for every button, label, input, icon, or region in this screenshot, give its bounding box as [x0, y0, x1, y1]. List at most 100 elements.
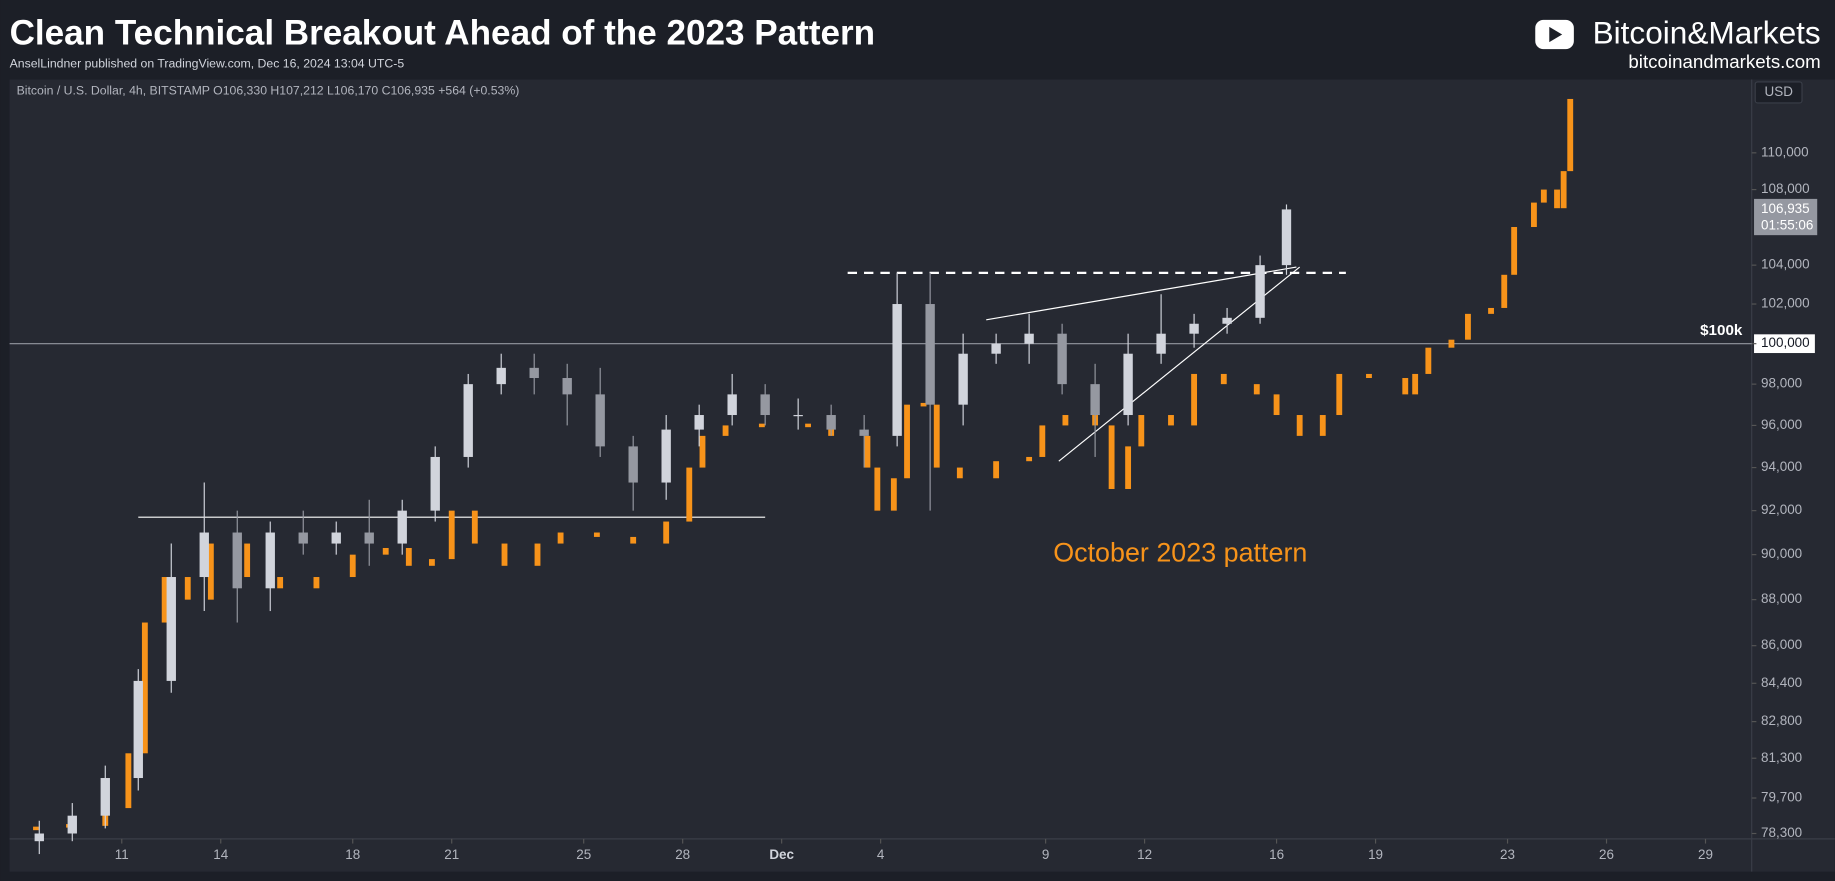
- candle-body: [1057, 333, 1067, 385]
- overlay-bar: [686, 467, 693, 522]
- overlay-bar: [1366, 373, 1372, 379]
- candle-body: [1090, 384, 1100, 416]
- overlay-bar: [428, 559, 435, 566]
- candle-body: [34, 833, 44, 842]
- overlay-bar: [1465, 313, 1471, 340]
- x-tick-label: 29: [1698, 847, 1713, 862]
- overlay-bar: [405, 547, 412, 566]
- x-tick-label: 21: [444, 847, 459, 862]
- x-tick-label: 23: [1500, 847, 1515, 862]
- y-tick-label: 102,000: [1761, 296, 1810, 311]
- site: bitcoinandmarkets.com: [1628, 51, 1820, 72]
- y-tick-label: 104,000: [1761, 257, 1810, 272]
- overlay-bar: [448, 510, 455, 560]
- overlay-bar: [758, 423, 765, 428]
- candle-body: [397, 510, 407, 544]
- y-tick-label: 81,300: [1761, 750, 1802, 765]
- overlay-bar: [1026, 456, 1033, 462]
- y-tick-label: 92,000: [1761, 502, 1802, 517]
- brand-icon-play: [1549, 26, 1563, 43]
- candle-body: [529, 367, 539, 379]
- overlay-bar: [1531, 202, 1537, 228]
- overlay-bar: [1062, 415, 1069, 426]
- y-tick-highlight: [1754, 334, 1815, 354]
- candle-body: [1123, 353, 1133, 416]
- trend-line: [986, 266, 1297, 321]
- overlay-bar: [993, 461, 1000, 479]
- overlay-bar: [471, 510, 478, 544]
- candle-body: [298, 532, 308, 544]
- overlay-bar: [1168, 415, 1174, 426]
- overlay-bar: [1191, 373, 1198, 426]
- overlay-bar: [920, 402, 927, 407]
- symbol-info: Bitcoin / U.S. Dollar, 4h, BITSTAMP O106…: [17, 84, 520, 98]
- x-tick-label: 28: [675, 847, 690, 862]
- candle-body: [430, 456, 440, 511]
- overlay-label: October 2023 pattern: [1053, 538, 1307, 568]
- candle-body: [760, 394, 770, 416]
- candle-body: [826, 415, 836, 430]
- overlay-bar: [1253, 384, 1260, 395]
- overlay-bar: [864, 435, 871, 468]
- candle-body: [727, 394, 737, 416]
- candle-body: [199, 532, 209, 578]
- candle-body: [1222, 317, 1232, 324]
- candle-body: [892, 304, 902, 436]
- x-tick-label: 11: [115, 847, 129, 862]
- overlay-bar: [933, 404, 940, 468]
- candle-body: [331, 532, 341, 544]
- overlay-bar: [244, 543, 251, 578]
- x-tick-label: 18: [345, 847, 360, 862]
- candle-body: [1255, 265, 1265, 318]
- overlay-bar: [33, 826, 39, 831]
- overlay-bar: [207, 543, 214, 600]
- x-tick-label: 12: [1137, 847, 1152, 862]
- overlay-bar: [1567, 98, 1574, 172]
- last-price-box: [1754, 198, 1818, 236]
- overlay-bar: [722, 425, 729, 436]
- candle-body: [265, 532, 275, 589]
- last-price: 106,935: [1761, 201, 1810, 216]
- overlay-bar: [630, 536, 637, 544]
- overlay-bar: [904, 404, 910, 479]
- candle-body: [694, 415, 704, 430]
- y-tick-label: 94,000: [1761, 459, 1802, 474]
- x-tick-label: 26: [1599, 847, 1614, 862]
- y-tick-label: 90,000: [1761, 546, 1802, 561]
- countdown: 01:55:06: [1761, 217, 1813, 232]
- candle-body: [1156, 333, 1166, 354]
- candle-body: [463, 384, 473, 457]
- y-tick-label: 88,000: [1761, 591, 1802, 606]
- overlay-bar: [1511, 227, 1518, 275]
- x-tick-label: 16: [1269, 847, 1284, 862]
- brand: Bitcoin&Markets: [1593, 14, 1821, 50]
- overlay-bar: [1402, 378, 1409, 395]
- overlay-bar: [1560, 171, 1567, 209]
- overlay-bar: [184, 577, 191, 600]
- overlay-bar: [1319, 415, 1326, 436]
- overlay-bar: [557, 532, 564, 544]
- overlay-bar: [534, 543, 541, 566]
- y-tick-label: 100,000: [1761, 335, 1810, 350]
- subtitle: AnselLindner published on TradingView.co…: [10, 57, 405, 71]
- candle-body: [958, 353, 968, 405]
- candle-body: [1189, 323, 1199, 334]
- overlay-bar: [1138, 415, 1145, 447]
- candle-body: [562, 378, 572, 395]
- y-tick-label: 84,400: [1761, 675, 1802, 690]
- candle-body: [925, 304, 935, 405]
- overlay-bar: [1412, 373, 1419, 395]
- candle-body: [100, 778, 110, 816]
- currency: USD: [1765, 84, 1794, 99]
- overlay-bar: [890, 478, 897, 511]
- x-tick-label: 25: [576, 847, 591, 862]
- overlay-bar: [1540, 189, 1547, 203]
- overlay-bar: [141, 622, 148, 754]
- overlay-bar: [382, 547, 389, 555]
- candle-body: [166, 577, 176, 681]
- overlay-bar: [699, 435, 706, 468]
- y-tick-label: 108,000: [1761, 181, 1810, 196]
- overlay-bar: [125, 753, 132, 809]
